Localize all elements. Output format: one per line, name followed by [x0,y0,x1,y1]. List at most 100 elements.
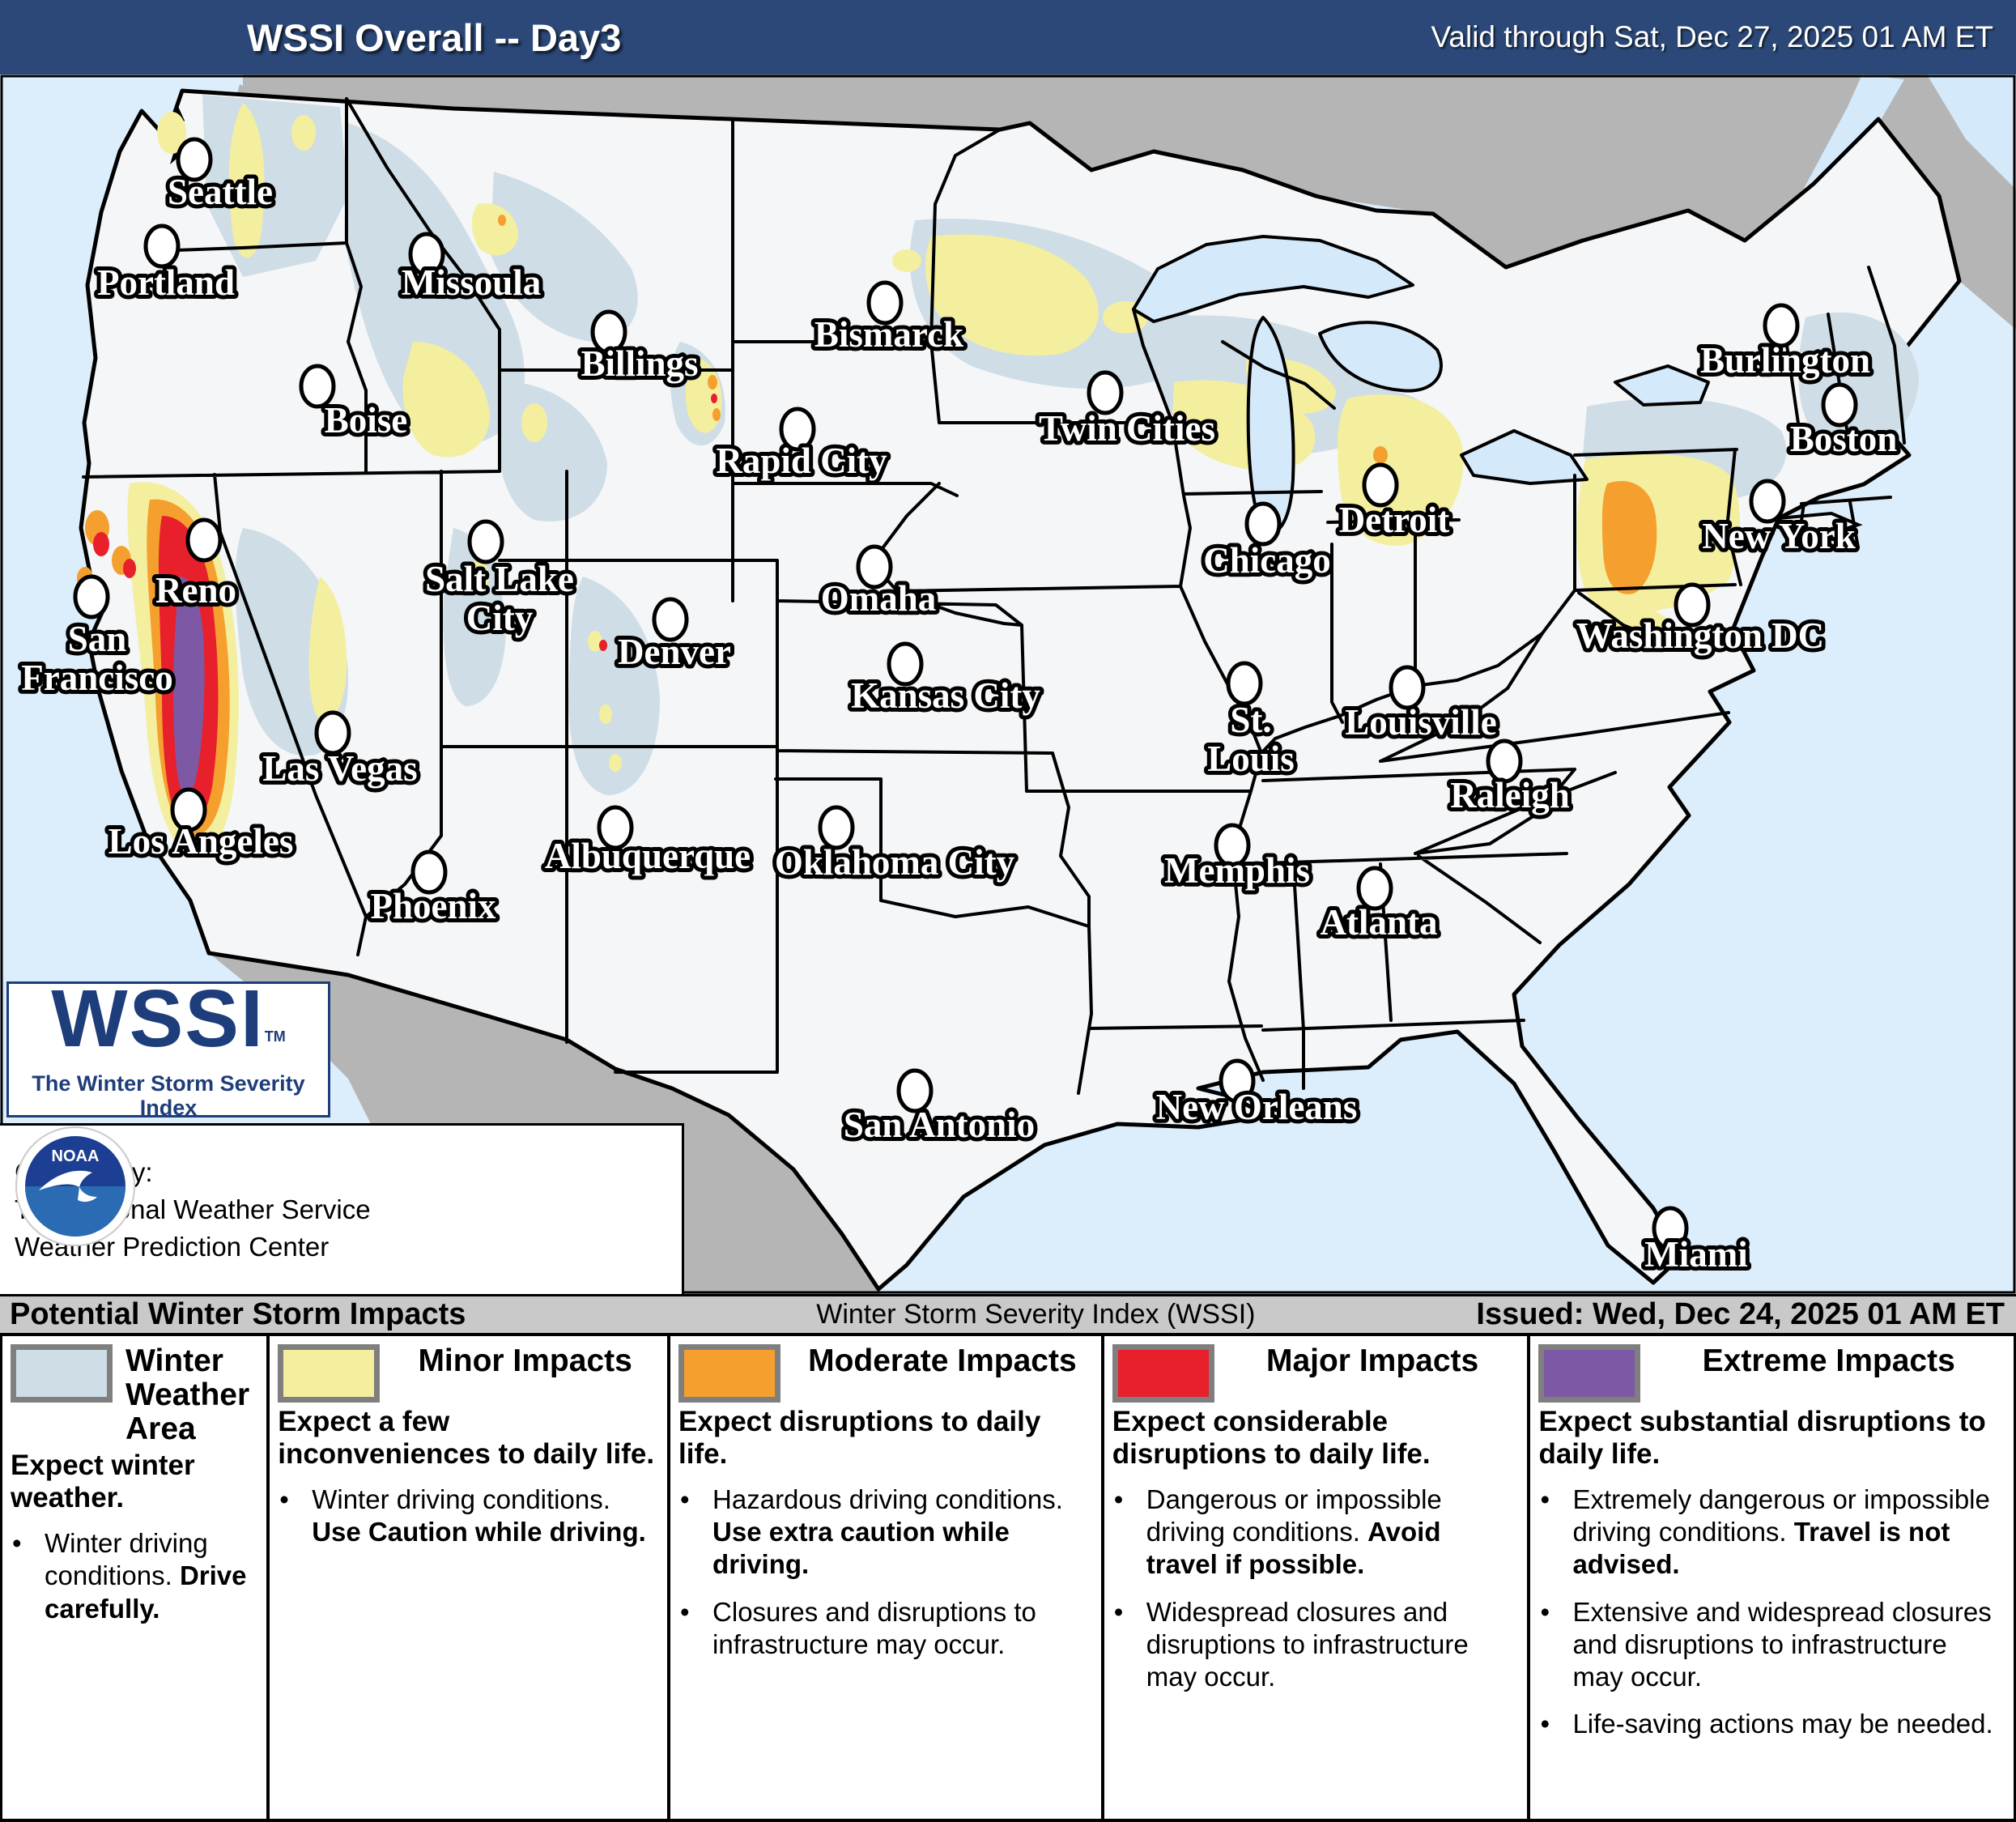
legend-column-winter-weather: Winter Weather Area Expect winter weather… [2,1336,270,1819]
city-label-oklahoma-city: Oklahoma City [775,842,1015,883]
legend-bullet-extreme-1: • Extensive and widespread closures and d… [1538,1596,2004,1694]
bullet-dot: • [1540,1596,1550,1627]
legend-bullet-winter-weather-0: • Winter driving conditions. Drive carefu… [11,1527,257,1625]
legend-swatch-minor [278,1344,381,1403]
city-marker-seattle [176,137,213,182]
bullet-dot: • [12,1528,22,1559]
bullet-dot: • [1113,1596,1124,1627]
gulf-of-st-lawrence [1927,74,2016,189]
header-bar: WSSI Overall -- Day3 Valid through Sat, … [0,0,2016,74]
impacts-bar-subtitle: Winter Storm Severity Index (WSSI) [816,1299,1256,1330]
legend-column-minor: Minor Impacts Expect a few inconveniences… [270,1336,671,1819]
city-marker-kansas-city [887,641,924,687]
city-label-bismarck: Bismarck [814,314,963,355]
city-label-louisville: Louisville [1345,702,1497,743]
legend-swatch-major [1112,1344,1214,1403]
legend-heading-major: Major Impacts [1265,1343,1479,1378]
city-marker-san-antonio [896,1068,934,1113]
city-marker-st-louis [1226,661,1263,706]
city-marker-rapid-city [779,407,816,452]
city-marker-reno [185,517,223,563]
legend-bullet-extreme-2: • Life-saving actions may be needed. [1538,1708,2004,1740]
noaa-logo-icon: NOAA [15,1126,135,1246]
city-label-boise: Boise [325,400,408,441]
legend-column-major: Major Impacts Expect considerable disrupt… [1104,1336,1531,1819]
city-marker-phoenix [410,849,448,895]
bullet-dot: • [680,1484,690,1514]
us-landmass [79,88,1962,1292]
city-label-new-york: New York [1702,516,1856,556]
city-label-salt-lake-city: Salt Lake City [425,559,574,638]
city-marker-bismarck [866,280,904,326]
page-title: WSSI Overall -- Day3 [247,15,622,59]
city-label-seattle: Seattle [168,172,273,212]
city-marker-billings [590,309,627,355]
legend-intro-winter-weather: Expect winter weather. [11,1450,195,1514]
city-marker-oklahoma-city [818,805,855,850]
legend-swatch-moderate [678,1344,781,1403]
city-label-new-orleans: New Orleans [1156,1087,1358,1127]
city-layer: Seattle Portland Missoula Billings Bismarck B… [17,137,1901,1279]
trademark-symbol: TM [264,1028,286,1045]
city-label-san-antonio: San Antonio [844,1105,1035,1145]
city-label-atlanta: Atlanta [1321,902,1438,943]
extreme-impact-areas [173,577,205,794]
legend-swatch-extreme [1538,1344,1641,1403]
impact-legend: Winter Weather Area Expect winter weather… [0,1336,2016,1822]
city-marker-detroit [1362,462,1399,508]
wssi-logo-subtitle: The Winter Storm Severity Index [32,1071,305,1120]
city-label-albuquerque: Albuquerque [545,836,751,876]
canada-landmass [243,74,2016,330]
map-frame [0,74,2016,1294]
city-marker-las-vegas [314,710,351,756]
city-marker-louisville [1389,665,1426,710]
impacts-title-bar: Potential Winter Storm Impacts Winter St… [0,1294,2016,1336]
legend-heading-moderate: Moderate Impacts [808,1343,1077,1378]
city-label-raleigh: Raleigh [1450,775,1570,815]
map-canvas: Seattle Portland Missoula Billings Bismarck B… [0,74,2016,1294]
legend-heading-minor: Minor Impacts [418,1343,632,1378]
legend-heading-extreme: Extreme Impacts [1702,1343,1955,1378]
credit-box: NATIONAL WEATHER SERVICE NOAA Created by… [0,1123,684,1294]
city-label-boston: Boston [1790,419,1898,459]
city-marker-miami [1652,1206,1689,1251]
bullet-dot: • [680,1596,690,1627]
city-label-burlington: Burlington [1700,340,1870,381]
city-marker-new-orleans [1219,1058,1256,1104]
city-marker-salt-lake-city [467,519,504,564]
lake-superior [1132,235,1414,323]
city-marker-chicago [1244,501,1282,547]
city-label-san-francisco: San Francisco [21,619,172,698]
city-label-kansas-city: Kansas City [851,675,1040,716]
city-marker-denver [652,597,689,642]
city-marker-boise [299,364,336,409]
city-marker-los-angeles [170,787,207,832]
city-label-memphis: Memphis [1164,850,1310,891]
city-label-portland: Portland [97,262,235,303]
issued-timestamp: Issued: Wed, Dec 24, 2025 01 AM ET [1476,1297,2005,1331]
legend-column-extreme: Extreme Impacts Expect substantial disrup… [1530,1336,2014,1819]
city-label-st-louis: St. Louis [1207,700,1295,779]
legend-intro-moderate: Expect disruptions to daily life. [678,1406,1041,1470]
svg-text:NOAA: NOAA [52,1147,100,1165]
legend-bullet-minor-0: • Winter driving conditions. Use Caution … [278,1484,657,1549]
city-label-omaha: Omaha [821,578,937,619]
city-marker-new-york [1749,479,1786,524]
city-label-missoula: Missoula [402,262,542,303]
great-lakes [1132,235,1710,534]
legend-heading-winter-weather: Winter Weather Area [125,1343,250,1447]
city-label-phoenix: Phoenix [370,886,496,926]
wssi-logo-box: WSSITM The Winter Storm Severity Index [6,973,330,1154]
city-label-detroit: Detroit [1339,500,1450,540]
city-label-reno: Reno [155,570,236,611]
city-marker-omaha [856,544,893,590]
city-marker-memphis [1214,823,1251,868]
city-marker-missoula [408,232,445,277]
lake-huron [1318,321,1443,393]
legend-swatch-winter-weather [11,1344,113,1403]
bullet-dot: • [1113,1484,1124,1514]
wssi-logo-text: WSSITM [51,973,286,1064]
city-label-miami: Miami [1644,1234,1747,1275]
city-marker-twin-cities [1087,370,1124,415]
city-marker-raleigh [1486,739,1523,784]
